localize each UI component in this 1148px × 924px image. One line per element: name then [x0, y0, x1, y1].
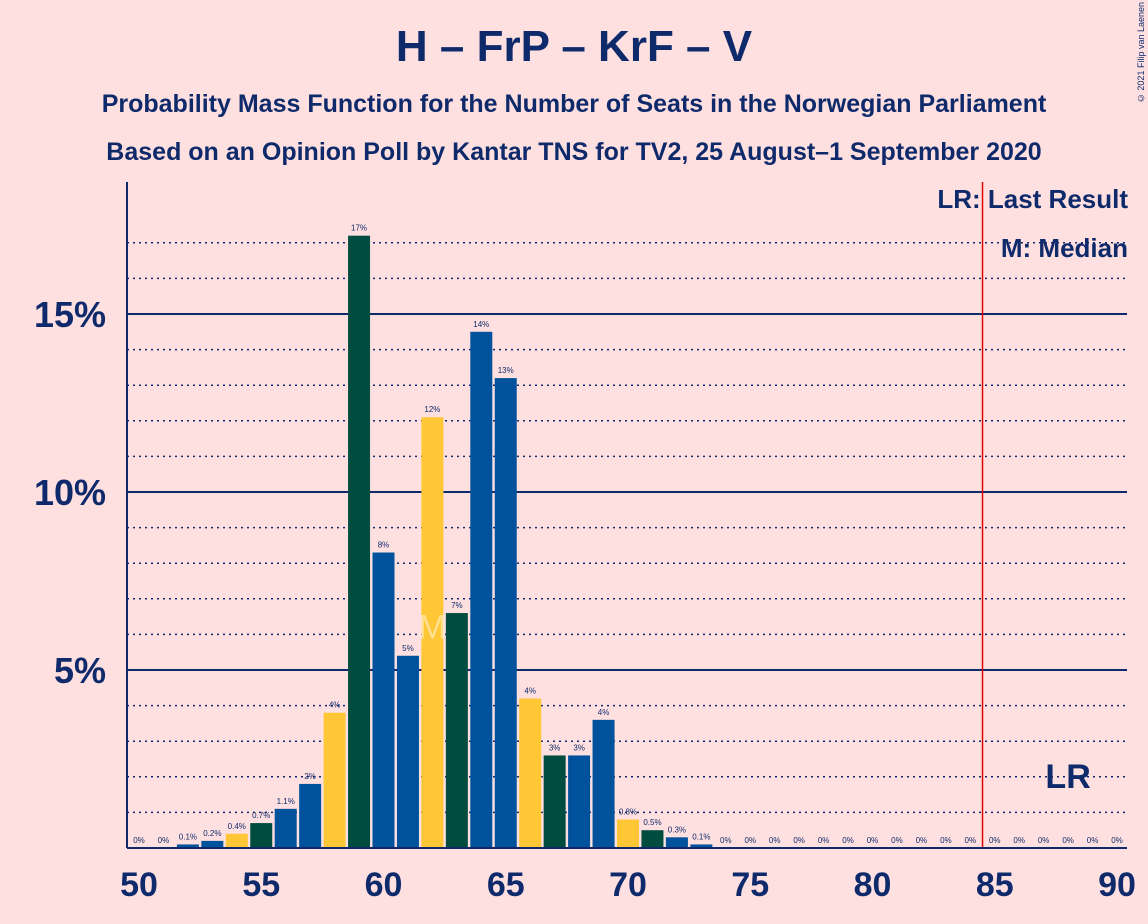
last-result-marker: LR	[1045, 758, 1090, 796]
bar	[250, 823, 273, 848]
bar	[396, 655, 419, 848]
bar-label: 0.1%	[692, 832, 710, 841]
bar-label: 8%	[378, 541, 390, 550]
bar	[519, 698, 542, 848]
y-tick-label: 5%	[54, 650, 106, 691]
x-tick-label: 80	[854, 866, 892, 904]
legend-median: M: Median	[1000, 233, 1128, 263]
bar-label: 0%	[744, 836, 756, 845]
chart-subtitle-2: Based on an Opinion Poll by Kantar TNS f…	[106, 138, 1042, 166]
bar	[543, 755, 566, 848]
bar	[641, 830, 664, 848]
bar-label: 7%	[451, 601, 463, 610]
bar	[665, 837, 688, 848]
bar	[372, 552, 395, 848]
bar-label: 0%	[1111, 836, 1123, 845]
bar-label: 4%	[598, 708, 610, 717]
bar-label: 0%	[1038, 836, 1050, 845]
chart-title: H – FrP – KrF – V	[395, 22, 753, 71]
bar-label: 3%	[549, 743, 561, 752]
bar-label: 0%	[842, 836, 854, 845]
bar-label: 0%	[1062, 836, 1074, 845]
bar-label: 0%	[867, 836, 879, 845]
bar-label: 1.1%	[277, 797, 295, 806]
bar-label: 0.1%	[179, 832, 197, 841]
bar-label: 14%	[473, 320, 489, 329]
bar-label: 0.5%	[643, 818, 661, 827]
bar-label: 17%	[351, 224, 367, 233]
median-marker: M	[418, 609, 446, 647]
x-tick-label: 75	[731, 866, 769, 904]
bar-label: 4%	[329, 701, 341, 710]
x-tick-label: 70	[609, 866, 647, 904]
bar-label: 0%	[1087, 836, 1099, 845]
x-tick-label: 50	[120, 866, 158, 904]
bar-label: 0%	[940, 836, 952, 845]
bar-label: 2%	[304, 772, 316, 781]
bar-label: 0%	[720, 836, 732, 845]
bar	[592, 719, 615, 848]
y-tick-label: 10%	[34, 472, 106, 513]
bar-label: 0.8%	[619, 808, 637, 817]
bar-label: 0.3%	[668, 825, 686, 834]
bar	[176, 844, 199, 848]
bar-label: 0%	[793, 836, 805, 845]
bar-label: 13%	[498, 366, 514, 375]
bar	[348, 235, 371, 848]
bar-label: 0%	[1013, 836, 1025, 845]
bar	[225, 833, 248, 848]
bar-label: 0%	[916, 836, 928, 845]
bar-label: 0%	[818, 836, 830, 845]
bar	[421, 417, 444, 848]
bar-label: 0%	[965, 836, 977, 845]
bar	[690, 844, 713, 848]
x-tick-label: 85	[976, 866, 1014, 904]
legend-last-result: LR: Last Result	[937, 184, 1128, 214]
bar	[470, 331, 493, 848]
x-tick-label: 65	[487, 866, 525, 904]
x-tick-label: 60	[365, 866, 403, 904]
bar-label: 0.4%	[228, 822, 246, 831]
bar-label: 0.7%	[252, 811, 270, 820]
bar-label: 0%	[158, 836, 170, 845]
bar-label: 12%	[424, 405, 440, 414]
bar	[445, 613, 468, 848]
bar-label: 0.2%	[203, 829, 221, 838]
bar	[323, 712, 346, 848]
bar	[274, 808, 297, 848]
bar-label: 0%	[769, 836, 781, 845]
bar	[568, 755, 591, 848]
bar-label: 0%	[891, 836, 903, 845]
x-tick-label: 90	[1098, 866, 1136, 904]
bar-label: 5%	[402, 644, 414, 653]
y-tick-label: 15%	[34, 294, 106, 335]
bar-label: 4%	[524, 686, 536, 695]
x-tick-label: 55	[242, 866, 280, 904]
bar-label: 0%	[989, 836, 1001, 845]
bar	[201, 840, 224, 848]
bar	[494, 378, 517, 848]
chart-subtitle-1: Probability Mass Function for the Number…	[101, 90, 1047, 118]
bar-label: 3%	[573, 743, 585, 752]
bar	[617, 819, 639, 848]
bar	[299, 783, 322, 848]
bar-label: 0%	[133, 836, 145, 845]
